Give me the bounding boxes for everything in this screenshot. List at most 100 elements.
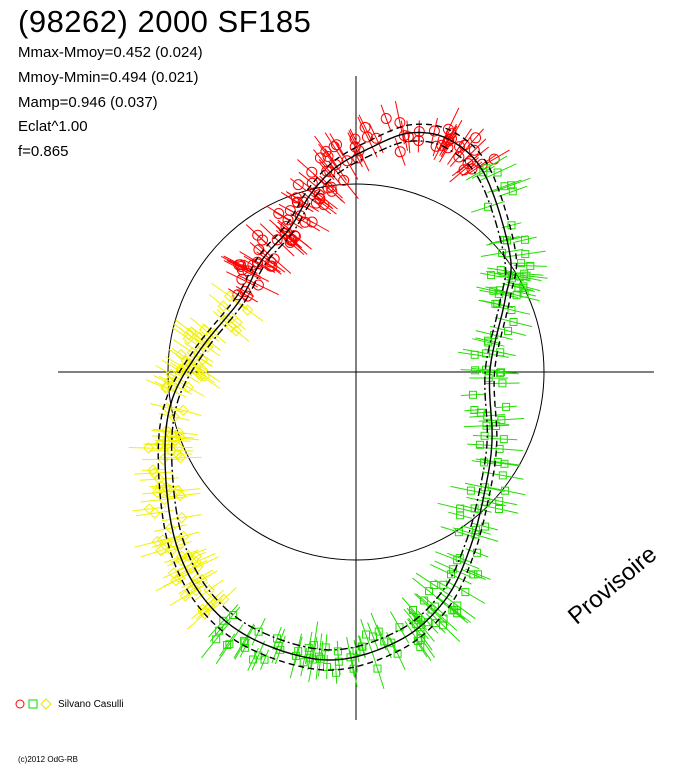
data-point — [394, 137, 406, 166]
data-point — [352, 639, 361, 663]
data-point — [460, 390, 486, 399]
data-point — [228, 314, 247, 331]
legend-markers — [15, 698, 52, 710]
fit-curve-dash-dot — [170, 140, 507, 651]
data-point — [163, 441, 193, 453]
data-point — [153, 380, 179, 393]
data-point — [251, 617, 266, 646]
data-point — [136, 507, 174, 519]
data-point — [301, 191, 332, 215]
data-point — [294, 212, 330, 232]
data-point — [368, 123, 384, 154]
data-point — [498, 185, 528, 197]
data-point — [154, 522, 187, 534]
data-point — [332, 661, 340, 684]
data-point — [141, 453, 185, 466]
data-point — [464, 406, 485, 414]
data-point — [298, 171, 327, 195]
data-point — [358, 114, 372, 141]
data-point — [428, 117, 440, 145]
data-point — [370, 648, 385, 689]
data-point — [481, 496, 518, 506]
data-point — [460, 568, 486, 580]
fit-curve-solid — [164, 131, 512, 661]
data-point — [147, 534, 177, 546]
data-point — [486, 271, 532, 282]
data-point — [367, 622, 379, 651]
fit-curves — [157, 123, 518, 671]
data-point — [208, 294, 238, 319]
data-point — [460, 366, 490, 375]
data-point — [208, 604, 239, 638]
data-point — [321, 634, 330, 661]
data-point — [389, 637, 406, 671]
data-point — [233, 623, 255, 659]
data-point — [508, 259, 534, 268]
data-point — [162, 569, 197, 588]
data-point — [495, 402, 518, 411]
data-point — [162, 567, 185, 579]
data-point — [492, 305, 531, 315]
data-point — [484, 486, 526, 496]
data-point — [513, 261, 547, 270]
data-point — [401, 597, 425, 623]
data-point — [176, 553, 216, 571]
data-point — [281, 191, 314, 213]
data-point — [406, 607, 435, 643]
data-point — [313, 149, 328, 167]
data-point — [479, 504, 519, 514]
data-point — [289, 178, 307, 191]
data-point — [164, 404, 202, 417]
data-point — [141, 464, 164, 476]
data-point — [276, 226, 308, 255]
data-point — [465, 568, 491, 581]
data-point — [490, 435, 518, 444]
data-point — [380, 104, 392, 133]
data-point — [201, 620, 232, 659]
data-point — [436, 597, 469, 624]
data-point — [171, 377, 205, 397]
data-point — [299, 648, 308, 677]
data-point — [501, 221, 522, 230]
data-point — [272, 626, 282, 650]
data-point — [480, 248, 524, 257]
data-point — [293, 636, 303, 666]
data-point — [169, 585, 202, 607]
data-point — [489, 325, 527, 336]
data-point — [471, 200, 505, 213]
data-point — [475, 330, 513, 340]
data-point — [266, 205, 292, 222]
data-point — [319, 175, 343, 199]
fit-curve-dashed — [157, 123, 518, 671]
data-point — [413, 593, 449, 626]
data-point — [134, 467, 174, 479]
data-point — [512, 235, 537, 244]
data-point — [504, 250, 546, 259]
data-point — [476, 444, 523, 453]
data-point — [434, 560, 472, 578]
data-point — [148, 445, 194, 457]
data-point — [194, 579, 224, 601]
data-point — [475, 458, 521, 466]
data-point — [376, 624, 392, 659]
data-point — [223, 319, 250, 342]
data-point — [430, 563, 472, 585]
data-point — [184, 582, 209, 600]
data-point — [163, 448, 192, 460]
data-point — [323, 654, 331, 680]
stat-max: Mmax-Mmoy=0.452 (0.024) — [18, 44, 203, 61]
data-point — [201, 323, 227, 344]
copyright: (c)2012 OdG-RB — [18, 755, 79, 764]
data-point — [513, 284, 534, 293]
data-point — [445, 580, 486, 604]
data-point — [448, 606, 466, 620]
data-point — [329, 133, 344, 157]
data-point — [324, 132, 344, 162]
data-point — [349, 650, 358, 687]
data-point — [480, 271, 502, 280]
data-point — [448, 511, 473, 520]
data-point — [467, 128, 484, 148]
data-point — [435, 551, 480, 570]
data-point — [480, 368, 519, 377]
